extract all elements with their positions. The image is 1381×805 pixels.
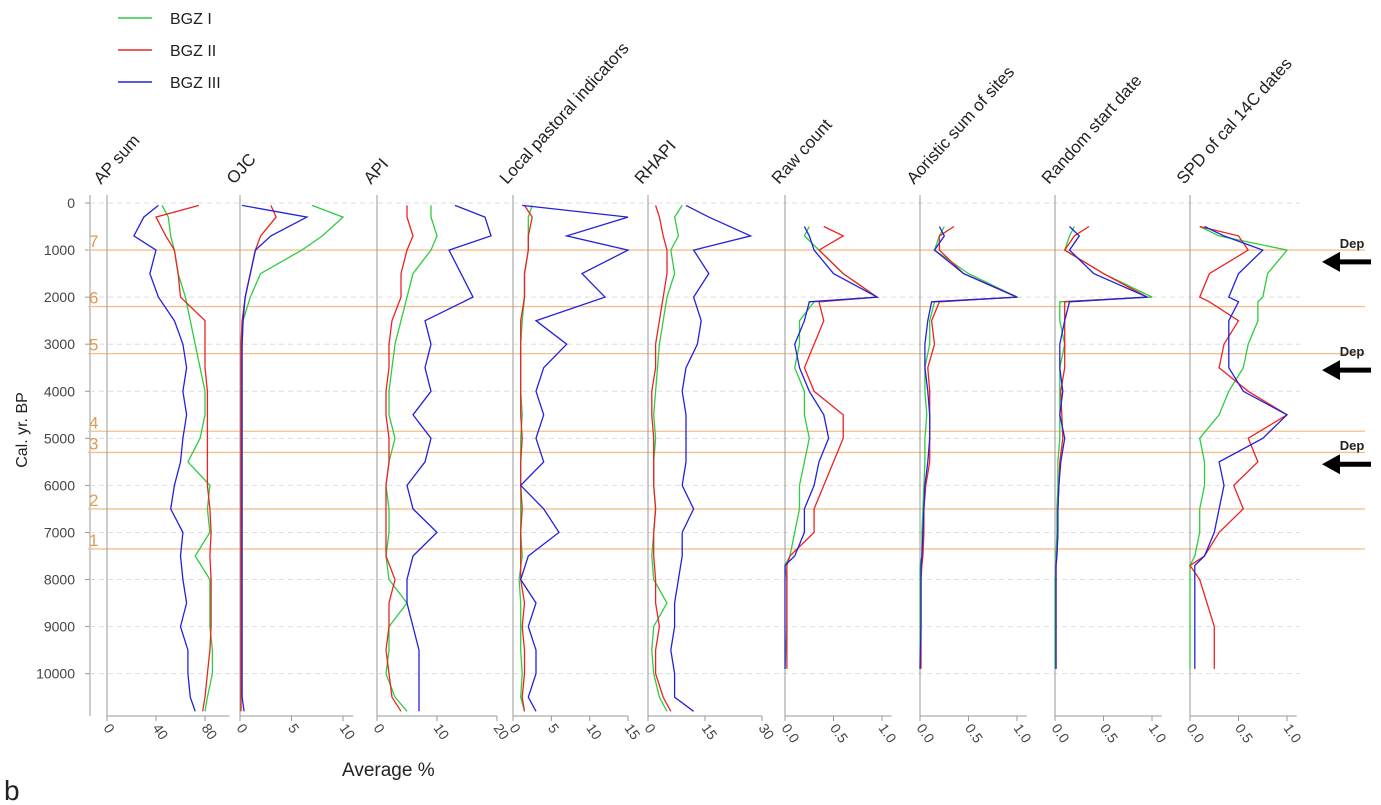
panel-title: Random start date bbox=[1038, 71, 1146, 188]
panel-title: Local pastoral indicators bbox=[496, 39, 633, 188]
event-label: Dep bbox=[1340, 236, 1365, 251]
series-line bbox=[161, 205, 214, 712]
y-tick-label: 4000 bbox=[44, 383, 75, 399]
panel-title: AP sum bbox=[90, 131, 144, 188]
series-line bbox=[385, 205, 414, 712]
y-tick-label: 2000 bbox=[44, 289, 75, 305]
series-line bbox=[670, 204, 753, 712]
series-line bbox=[1194, 225, 1289, 669]
y-tick-label: 9000 bbox=[44, 619, 75, 635]
legend-label: BGZ II bbox=[170, 43, 216, 60]
series-line bbox=[406, 204, 492, 712]
series-line bbox=[1189, 225, 1289, 669]
x-tick-label: 0.5 bbox=[827, 721, 851, 746]
event-arrow-head bbox=[1322, 251, 1340, 272]
series-line bbox=[784, 226, 879, 669]
x-tick-label: 15 bbox=[699, 721, 721, 743]
legend-label: BGZ III bbox=[170, 75, 221, 92]
series-line bbox=[240, 204, 345, 712]
series-line bbox=[1189, 225, 1289, 669]
panel-title: RHAPI bbox=[631, 136, 680, 187]
y-tick-label: 1000 bbox=[44, 242, 75, 258]
y-tick-label: 7000 bbox=[44, 524, 75, 540]
series-line bbox=[651, 205, 672, 712]
panel-title: SPD of cal 14C dates bbox=[1173, 54, 1296, 187]
x-tick-label: 1.0 bbox=[876, 721, 900, 746]
series-line bbox=[520, 205, 533, 712]
series-line bbox=[1055, 226, 1148, 669]
series-line bbox=[241, 204, 309, 712]
series-line bbox=[919, 226, 1018, 669]
series-line bbox=[784, 226, 880, 669]
panel-title: OJC bbox=[223, 150, 260, 188]
y-tick-label: 5000 bbox=[44, 430, 75, 446]
y-tick-label: 10000 bbox=[36, 666, 75, 682]
y-tick-label: 0 bbox=[67, 195, 75, 211]
x-axis-label: Average % bbox=[342, 760, 435, 781]
x-tick-label: 10 bbox=[337, 721, 359, 743]
series-line bbox=[920, 225, 1018, 669]
event-label: Dep bbox=[1340, 438, 1365, 453]
series-line bbox=[240, 205, 277, 712]
event-arrow-head bbox=[1322, 454, 1340, 475]
x-tick-label: 0.0 bbox=[914, 721, 938, 746]
x-tick-label: 0.5 bbox=[1097, 721, 1121, 746]
zone-label: 2 bbox=[89, 491, 98, 510]
x-tick-label: 0.5 bbox=[962, 721, 986, 746]
x-tick-label: 0 bbox=[101, 721, 119, 737]
x-tick-label: 0.0 bbox=[1049, 721, 1073, 746]
x-tick-label: 1.0 bbox=[1011, 721, 1035, 746]
y-tick-label: 8000 bbox=[44, 572, 75, 588]
series-line bbox=[786, 225, 879, 669]
x-tick-label: 0.5 bbox=[1232, 721, 1256, 746]
x-tick-label: 30 bbox=[756, 721, 778, 743]
panel-title: API bbox=[360, 155, 392, 188]
series-line bbox=[1055, 225, 1150, 669]
x-tick-label: 15 bbox=[622, 721, 644, 743]
zone-label: 4 bbox=[89, 413, 98, 432]
x-tick-label: 0.0 bbox=[1184, 721, 1208, 746]
x-tick-label: 5 bbox=[545, 721, 563, 737]
series-line bbox=[155, 204, 212, 712]
event-label: Dep bbox=[1340, 344, 1365, 359]
series-line bbox=[519, 204, 630, 712]
series-line bbox=[385, 205, 438, 712]
x-tick-label: 1.0 bbox=[1281, 721, 1305, 746]
series-line bbox=[651, 205, 683, 712]
zone-label: 5 bbox=[89, 336, 98, 355]
panel-title: Raw count bbox=[768, 115, 836, 188]
x-tick-label: 1.0 bbox=[1146, 721, 1170, 746]
x-tick-label: 10 bbox=[431, 721, 453, 743]
zone-label: 6 bbox=[89, 289, 98, 308]
y-tick-label: 3000 bbox=[44, 336, 75, 352]
x-tick-label: 10 bbox=[583, 721, 605, 743]
x-tick-label: 0.0 bbox=[779, 721, 803, 746]
zone-label: 3 bbox=[89, 434, 98, 453]
y-tick-label: 6000 bbox=[44, 477, 75, 493]
y-axis-label: Cal. yr. BP bbox=[14, 392, 31, 468]
series-line bbox=[919, 226, 1020, 669]
x-tick-label: 0 bbox=[234, 721, 252, 737]
event-arrow-head bbox=[1322, 360, 1340, 381]
series-line bbox=[133, 204, 196, 712]
x-tick-label: 40 bbox=[150, 721, 172, 743]
legend-label: BGZ I bbox=[170, 11, 212, 28]
x-tick-label: 0 bbox=[642, 721, 660, 737]
x-tick-label: 5 bbox=[285, 721, 303, 737]
x-tick-label: 80 bbox=[199, 721, 221, 743]
zone-label: 1 bbox=[89, 531, 98, 550]
x-tick-label: 0 bbox=[371, 721, 389, 737]
zone-label: 7 bbox=[89, 232, 98, 251]
panel-title: Aoristic sum of sites bbox=[903, 63, 1018, 188]
panel-label: b bbox=[4, 775, 20, 805]
